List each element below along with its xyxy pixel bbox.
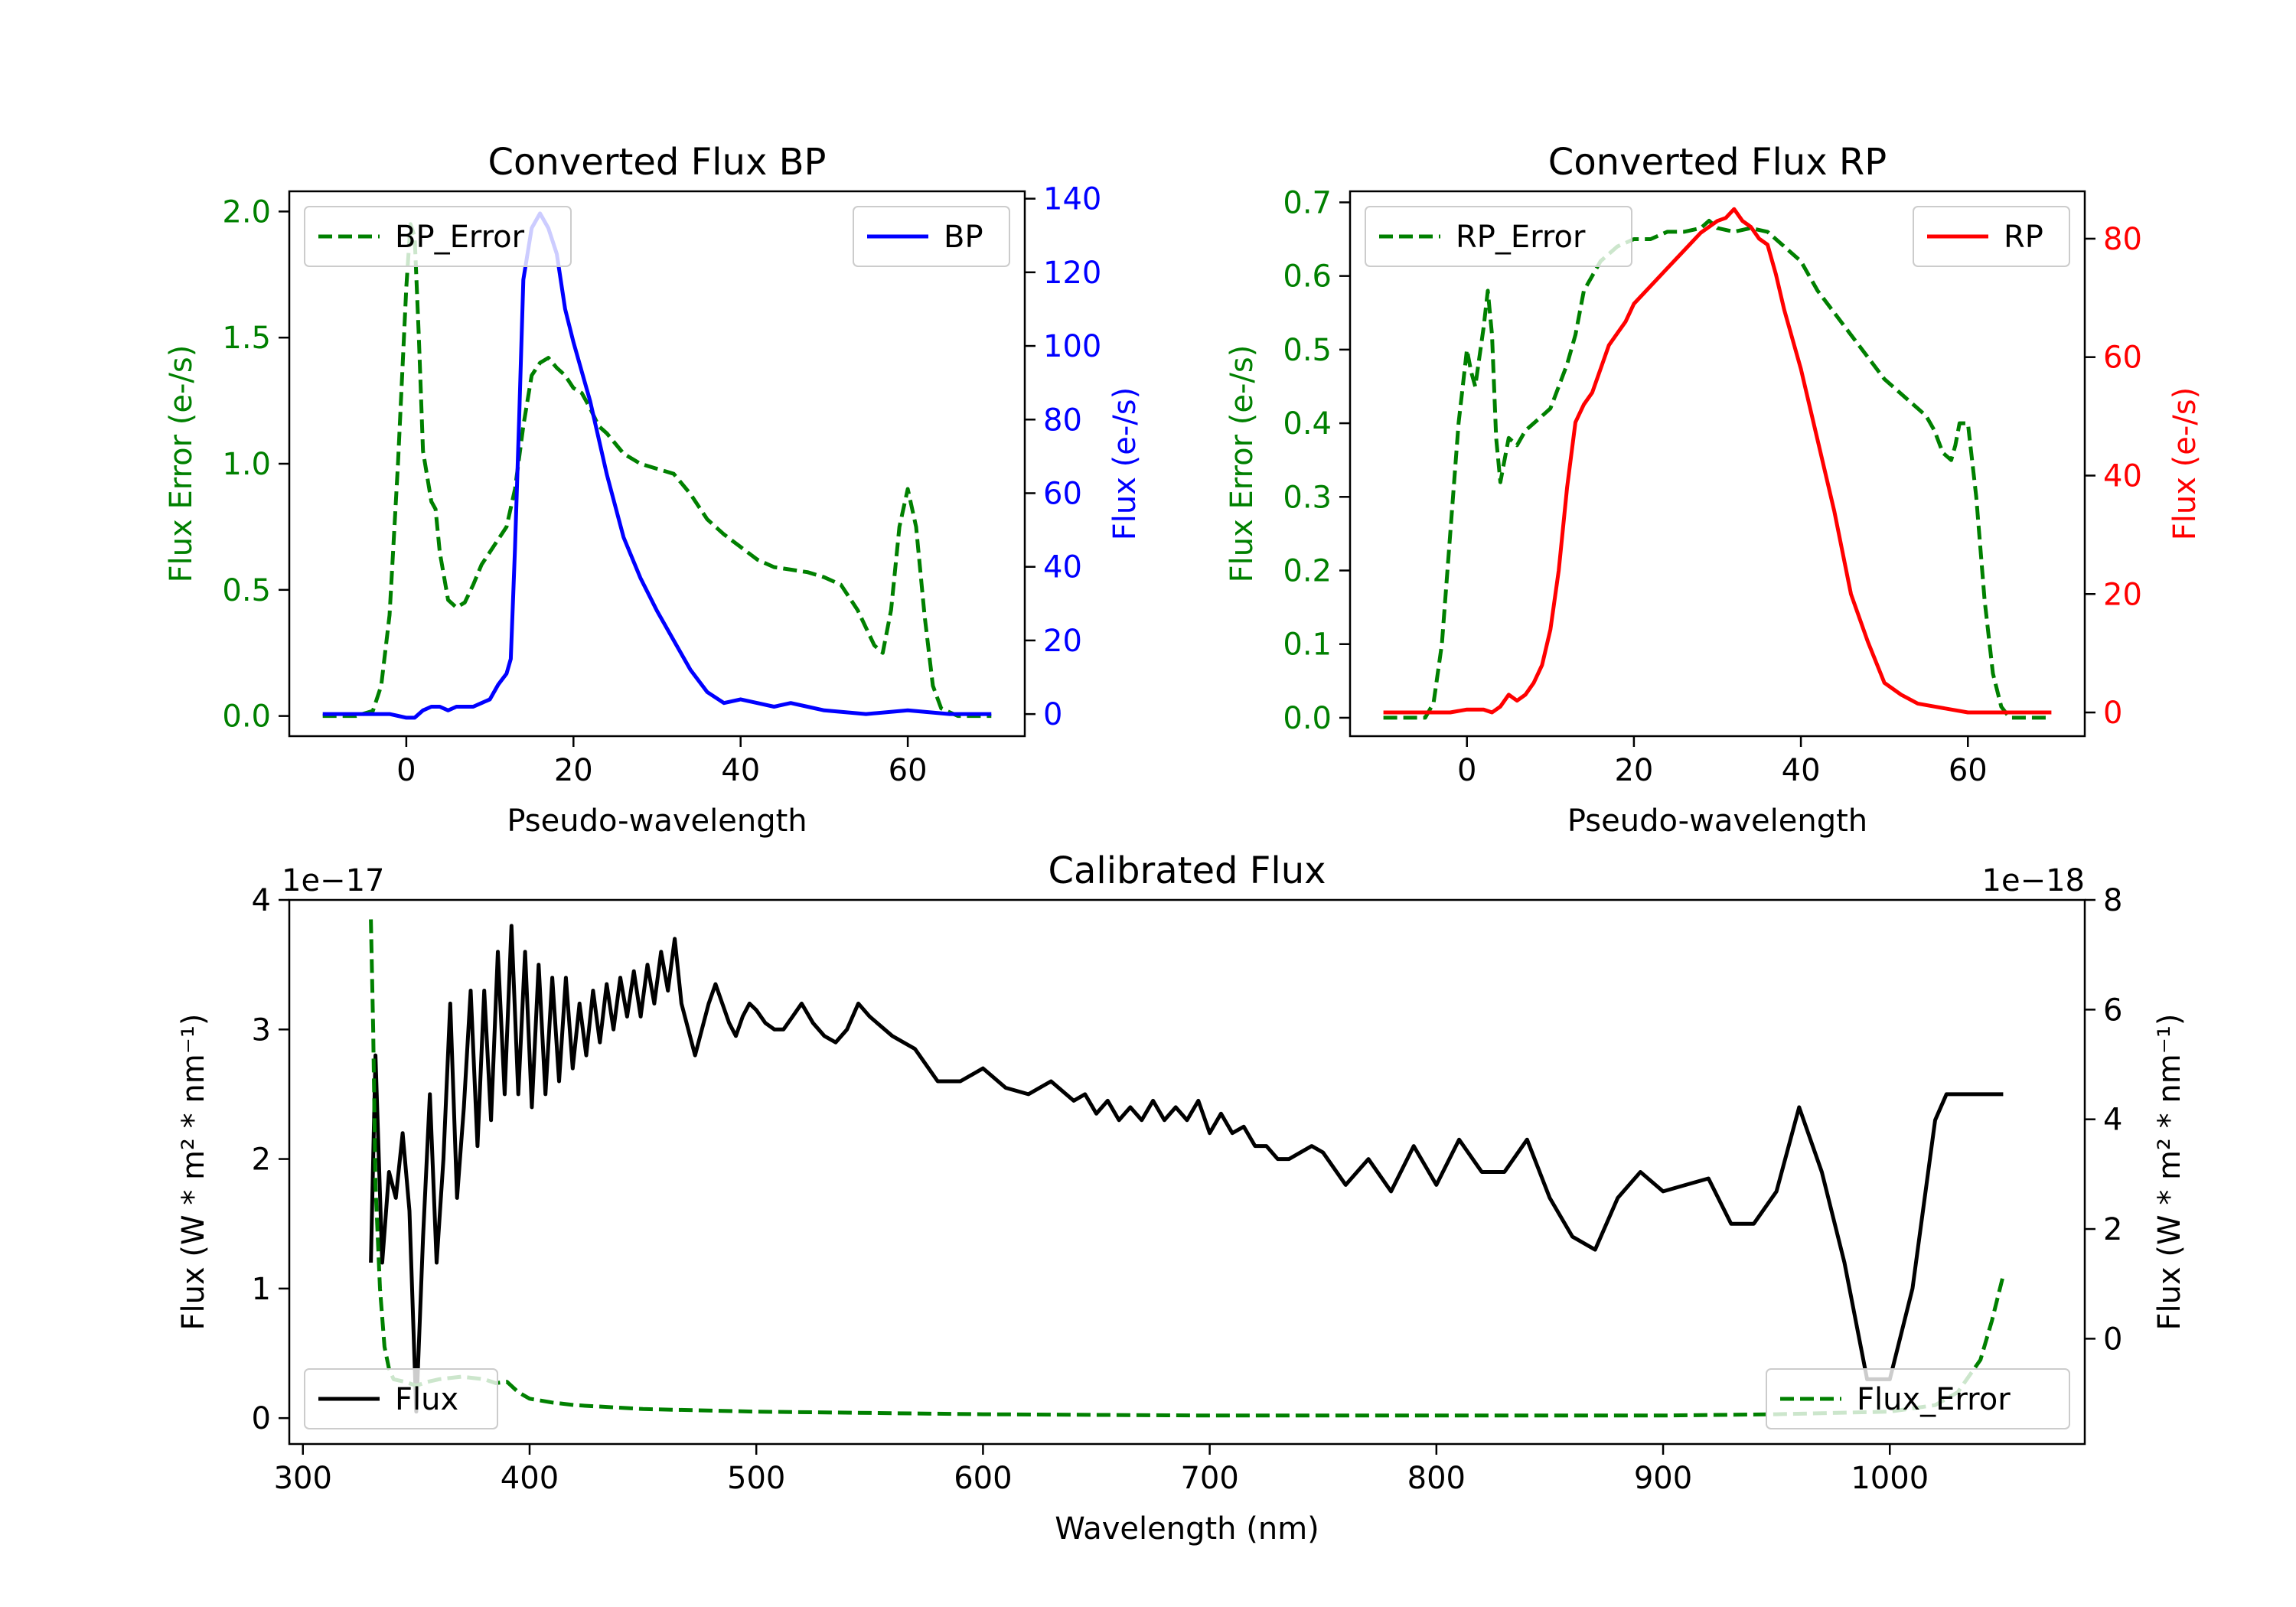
legend-box: [1913, 206, 2070, 267]
series-line-rp-error: [1383, 219, 2052, 720]
y-tick-label-left: 1.0: [222, 447, 271, 482]
legend-rp: RP: [1913, 206, 2070, 267]
x-tick-label: 300: [274, 1461, 332, 1496]
y-tick-label-right: 0: [2103, 696, 2122, 731]
y-tick-label-left: 0.6: [1283, 259, 1332, 295]
x-tick-label: 500: [727, 1461, 785, 1496]
x-tick-label: 0: [396, 753, 416, 788]
legend-bp-error: BP_Error: [304, 206, 572, 267]
y-tick-label-left: 0.0: [222, 699, 271, 735]
offset-label-right: 1e−18: [1982, 863, 2085, 898]
y-tick-label-right: 6: [2103, 993, 2122, 1028]
plot-frame: [1349, 190, 2086, 738]
y-tick-label-right: 20: [2103, 577, 2142, 612]
y-tick-label-left: 0.4: [1283, 406, 1332, 442]
y-tick-label-right: 2: [2103, 1212, 2122, 1247]
y-tick-label-left: 0.2: [1283, 554, 1332, 589]
y-tick-label-left: 0.1: [1283, 627, 1332, 663]
y-axis-label-left: Flux Error (e-/s): [1225, 345, 1260, 583]
chart-title: Calibrated Flux: [1048, 849, 1326, 892]
y-tick-label-left: 0.7: [1283, 185, 1332, 220]
series-group: [1383, 207, 2052, 720]
chart-panel-3: 300 400 500 600 700 800 900 1000 0 1 2 3 4 0 2 4 6 8 Calib…: [176, 849, 2187, 1547]
legend-label: BP: [944, 220, 983, 255]
legend-label: Flux_Error: [1857, 1382, 2011, 1417]
legend-box: [304, 1368, 498, 1429]
legend-box: [853, 206, 1010, 267]
y-tick-label-right: 140: [1043, 182, 1101, 217]
series-group: [322, 211, 992, 720]
series-line-bp: [322, 211, 992, 720]
y-tick-label-right: 80: [2103, 222, 2142, 257]
y-tick-label-left: 1: [252, 1272, 271, 1307]
legend-box: [304, 206, 572, 267]
x-tick-label: 60: [889, 753, 928, 788]
x-tick-label: 20: [1614, 753, 1653, 788]
legend-label: BP_Error: [395, 220, 525, 255]
series-line-bp-error: [322, 222, 992, 719]
y-tick-label-left: 2: [252, 1143, 271, 1178]
y-tick-label-left: 0: [252, 1401, 271, 1436]
y-axis-label-right: Flux (W * m² * nm⁻¹): [2152, 1014, 2187, 1331]
chart-panel-1: 0 20 40 60 0.0 0.5 1.0 1.5 2.0 0 20 40 60 80 100 120 140…: [164, 141, 1143, 839]
y-tick-label-right: 20: [1043, 624, 1082, 659]
y-tick-label-right: 120: [1043, 256, 1101, 291]
legend-box: [1766, 1368, 2070, 1429]
y-tick-label-left: 0.3: [1283, 480, 1332, 515]
y-tick-label-right: 4: [2103, 1103, 2122, 1138]
series-group: [369, 919, 2005, 1418]
series-line-rp: [1383, 207, 2052, 715]
offset-label-left: 1e−17: [282, 863, 384, 898]
y-tick-label-left: 2.0: [222, 194, 271, 230]
x-tick-label: 900: [1634, 1461, 1692, 1496]
y-axis-label-left: Flux (W * m² * nm⁻¹): [176, 1014, 211, 1331]
x-axis-label: Pseudo-wavelength: [507, 804, 807, 839]
chart-panel-2: 0 20 40 60 0.0 0.1 0.2 0.3 0.4 0.5 0.6 0.7 0 20 40 60 80…: [1225, 141, 2203, 839]
y-tick-label-right: 0: [1043, 697, 1062, 732]
x-tick-label: 600: [954, 1461, 1012, 1496]
legend-label: RP_Error: [1456, 220, 1586, 255]
y-tick-label-right: 60: [1043, 476, 1082, 511]
legend-box: [1365, 206, 1632, 267]
legend-rp-error: RP_Error: [1365, 206, 1632, 267]
legend-label: RP: [2004, 220, 2043, 255]
chart-title: Converted Flux RP: [1548, 141, 1887, 184]
y-tick-label-left: 0.5: [222, 573, 271, 608]
x-tick-label: 40: [1782, 753, 1821, 788]
series-line-flux-error: [369, 919, 2005, 1418]
x-tick-label: 400: [501, 1461, 559, 1496]
y-tick-label-right: 40: [2103, 458, 2142, 494]
x-tick-label: 1000: [1851, 1461, 1929, 1496]
plot-frame: [288, 898, 2086, 1446]
x-tick-label: 20: [554, 753, 593, 788]
y-tick-label-left: 4: [252, 883, 271, 918]
x-axis-label: Pseudo-wavelength: [1567, 804, 1867, 839]
y-axis-label-left: Flux Error (e-/s): [164, 345, 199, 583]
y-tick-label-left: 0.5: [1283, 333, 1332, 368]
x-tick-label: 60: [1949, 753, 1988, 788]
y-tick-label-right: 40: [1043, 550, 1082, 585]
y-axis-label-right: Flux (e-/s): [1107, 387, 1143, 540]
y-tick-label-right: 0: [2103, 1322, 2122, 1357]
x-tick-label: 700: [1180, 1461, 1238, 1496]
x-axis-label: Wavelength (nm): [1055, 1511, 1319, 1547]
x-tick-label: 800: [1407, 1461, 1466, 1496]
legend-flux: Flux: [304, 1368, 498, 1429]
legend-flux-error: Flux_Error: [1766, 1368, 2070, 1429]
y-tick-label-right: 80: [1043, 403, 1082, 438]
y-tick-label-left: 3: [252, 1012, 271, 1048]
x-tick-label: 0: [1457, 753, 1476, 788]
chart-title: Converted Flux BP: [488, 141, 827, 184]
y-tick-label-right: 8: [2103, 883, 2122, 918]
legend-label: Flux: [395, 1382, 458, 1417]
y-axis-label-right: Flux (e-/s): [2167, 387, 2203, 540]
series-line-flux: [369, 924, 2004, 1414]
x-tick-label: 40: [721, 753, 760, 788]
y-tick-label-left: 1.5: [222, 321, 271, 356]
y-tick-label-right: 100: [1043, 329, 1101, 364]
legend-bp: BP: [853, 206, 1010, 267]
y-tick-label-right: 60: [2103, 341, 2142, 376]
y-tick-label-left: 0.0: [1283, 701, 1332, 736]
